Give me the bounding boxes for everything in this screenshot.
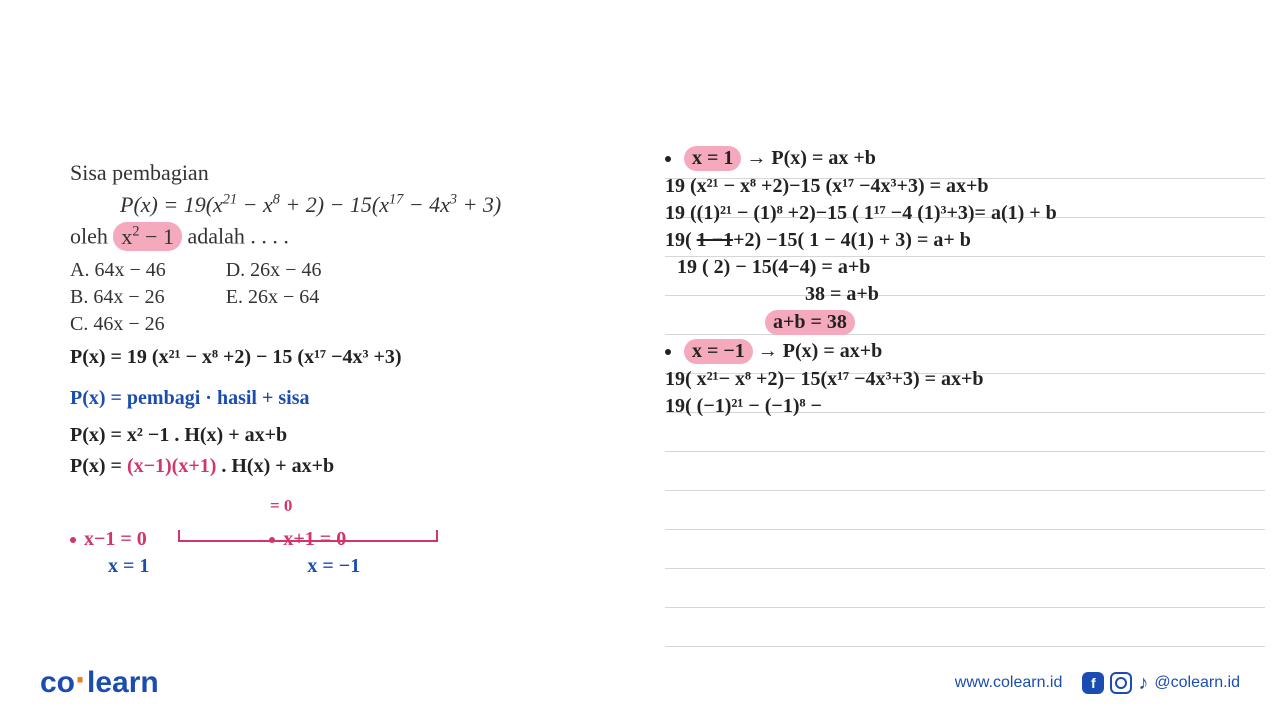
r-line-1: x = 1 → P(x) = ax +b: [665, 146, 1265, 171]
work-line-5: = 0: [270, 496, 630, 516]
option-d: D. 26x − 46: [226, 259, 322, 282]
r-line-4: 19( 1 −1+2) −15( 1 − 4(1) + 3) = a+ b: [665, 229, 1265, 252]
bracket-line: [178, 530, 438, 542]
social-icons: f ♪ @colearn.id: [1082, 672, 1240, 695]
tiktok-icon: ♪: [1138, 672, 1148, 695]
r-line-7: a+b = 38: [765, 310, 1265, 335]
r-line-8: x = −1 → P(x) = ax+b: [665, 339, 1265, 364]
highlight-result: a+b = 38: [765, 310, 855, 335]
option-a: A. 64x − 46: [70, 259, 166, 282]
instagram-icon: [1110, 672, 1132, 694]
r-line-5: 19 ( 2) − 15(4−4) = a+b: [677, 256, 1265, 279]
r-line-2: 19 (x²¹ − x⁸ +2)−15 (x¹⁷ −4x³+3) = ax+b: [665, 175, 1265, 198]
option-e: E. 26x − 64: [226, 286, 322, 309]
question-title: Sisa pembagian: [70, 160, 630, 186]
question-subline: oleh x2 − 1 adalah . . . .: [70, 222, 630, 250]
work-line-2: P(x) = pembagi · hasil + sisa: [70, 387, 630, 410]
root-1-val: x = 1: [108, 555, 149, 578]
option-b: B. 64x − 26: [70, 286, 166, 309]
highlight-divisor: x2 − 1: [113, 222, 182, 250]
facebook-icon: f: [1082, 672, 1104, 694]
brand-logo: co·learn: [40, 666, 159, 700]
r-line-10: 19( (−1)²¹ − (−1)⁸ −: [665, 395, 1265, 418]
footer-url: www.colearn.id: [955, 674, 1063, 692]
r-line-6: 38 = a+b: [805, 283, 1265, 306]
root-2-val: x = −1: [307, 555, 360, 578]
root-1-eq: x−1 = 0: [70, 528, 149, 551]
footer: co·learn www.colearn.id f ♪ @colearn.id: [0, 666, 1280, 700]
r-line-3: 19 ((1)²¹ − (1)⁸ +2)−15 ( 1¹⁷ −4 (1)³+3)…: [665, 202, 1265, 225]
question-equation: P(x) = 19(x21 − x8 + 2) − 15(x17 − 4x3 +…: [120, 192, 630, 218]
work-line-1: P(x) = 19 (x²¹ − x⁸ +2) − 15 (x¹⁷ −4x³ +…: [70, 346, 630, 369]
r-line-9: 19( x²¹− x⁸ +2)− 15(x¹⁷ −4x³+3) = ax+b: [665, 368, 1265, 391]
option-c: C. 46x − 26: [70, 313, 166, 336]
options: A. 64x − 46 B. 64x − 26 C. 46x − 26 D. 2…: [70, 259, 630, 336]
highlight-x1: x = 1: [684, 146, 741, 171]
work-line-4: P(x) = (x−1)(x+1) . H(x) + ax+b: [70, 455, 630, 478]
work-line-3: P(x) = x² −1 . H(x) + ax+b: [70, 424, 630, 447]
social-handle: @colearn.id: [1154, 674, 1240, 692]
highlight-xneg1: x = −1: [684, 339, 753, 364]
